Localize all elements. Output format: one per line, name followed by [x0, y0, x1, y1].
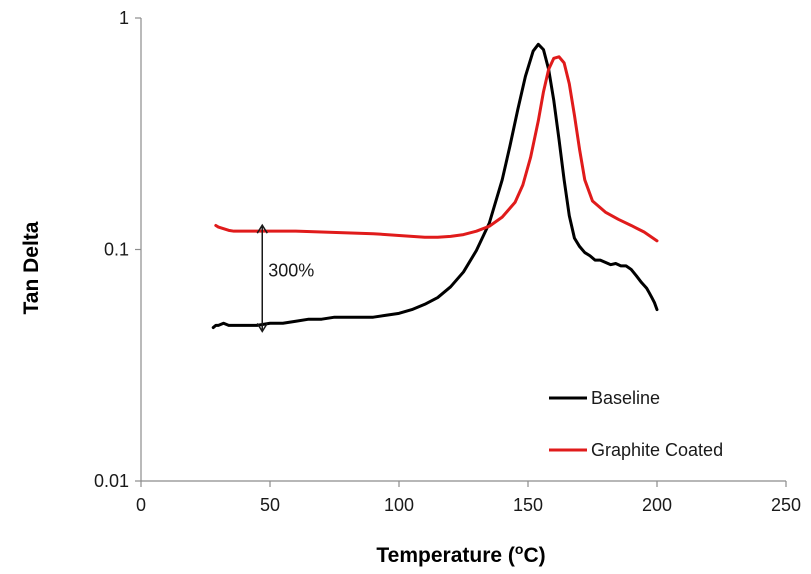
x-tick-label: 200 [642, 495, 672, 515]
annotation-arrowhead-up [256, 223, 268, 234]
x-tick-label: 250 [771, 495, 801, 515]
x-axis-title: Temperature (oC) [376, 541, 545, 567]
x-tick-label: 50 [260, 495, 280, 515]
legend-label: Graphite Coated [591, 440, 723, 460]
x-axis-title-tail: C) [523, 544, 545, 567]
series-line-baseline [211, 42, 659, 330]
x-tick-label: 150 [513, 495, 543, 515]
legend-label: Baseline [591, 388, 660, 408]
tick-labels: 0 50 100 150 200 250 0.01 0.1 1 [94, 8, 801, 515]
y-axis-title: Tan Delta [20, 221, 43, 314]
x-tick-label: 0 [136, 495, 146, 515]
annotation-arrowhead-down [256, 323, 268, 333]
series-layer [211, 42, 659, 330]
y-tick-label: 1 [119, 8, 129, 28]
y-tick-label: 0.01 [94, 471, 129, 491]
legend: Baseline Graphite Coated [549, 388, 723, 460]
axes [140, 18, 786, 482]
annotation-layer: 300% [256, 223, 314, 333]
tick-marks [135, 17, 787, 487]
y-tick-label: 0.1 [104, 240, 129, 260]
series-line-graphite-coated [214, 55, 659, 243]
x-tick-label: 100 [384, 495, 414, 515]
x-axis-title-sup: o [515, 541, 524, 557]
x-axis-title-main: Temperature ( [376, 544, 514, 567]
annotation-label: 300% [268, 260, 314, 280]
